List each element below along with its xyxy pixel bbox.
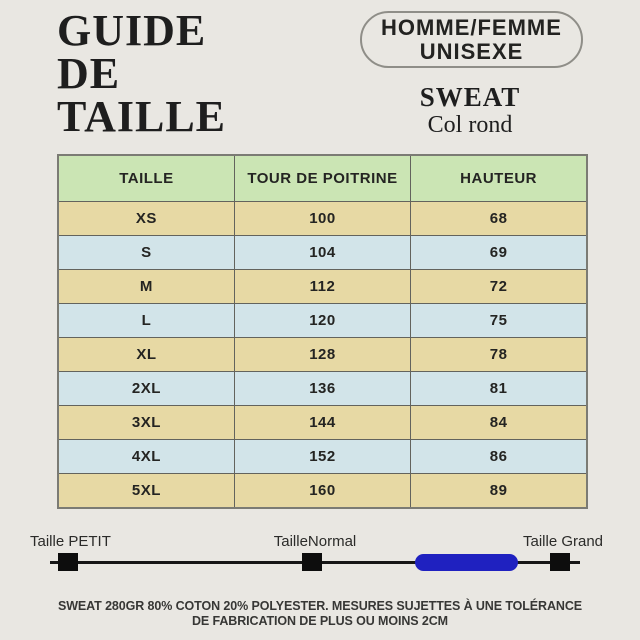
chest-cell: 136 xyxy=(233,371,412,406)
gender-badge: HOMME/FEMME UNISEXE xyxy=(360,11,583,68)
slider-marker-grand xyxy=(550,553,570,571)
size-table-row: 3XL 144 84 xyxy=(57,405,588,440)
page-title: GUIDE DE TAILLE xyxy=(57,6,227,141)
size-table-row: XL 128 78 xyxy=(57,337,588,372)
size-table-row: 4XL 152 86 xyxy=(57,439,588,474)
size-cell: M xyxy=(57,269,235,304)
chest-cell: 152 xyxy=(233,439,412,474)
page-title-line: TAILLE xyxy=(57,92,227,141)
height-cell: 89 xyxy=(410,473,588,509)
size-table-header-row: TAILLE TOUR DE POITRINE HAUTEUR xyxy=(57,154,588,202)
slider-label-petit: Taille PETIT xyxy=(30,533,111,550)
slider-track xyxy=(50,561,580,564)
height-cell: 84 xyxy=(410,405,588,440)
slider-marker-normal xyxy=(302,553,322,571)
column-header-tour-de-poitrine: TOUR DE POITRINE xyxy=(233,154,412,202)
column-header-taille: TAILLE xyxy=(57,154,235,202)
slider-range-pill xyxy=(415,554,518,571)
size-table-row: M 112 72 xyxy=(57,269,588,304)
footer-note: SWEAT 280GR 80% COTON 20% POLYESTER. MES… xyxy=(0,599,640,629)
size-cell: 5XL xyxy=(57,473,235,509)
size-cell: 3XL xyxy=(57,405,235,440)
footer-note-line: SWEAT 280GR 80% COTON 20% POLYESTER. MES… xyxy=(57,599,582,613)
page-title-line: DE xyxy=(57,49,121,98)
footer-note-line: DE FABRICATION DE PLUS OU MOINS 2CM xyxy=(191,614,448,628)
size-table-row: S 104 69 xyxy=(57,235,588,270)
size-cell: XS xyxy=(57,201,235,236)
size-table-row: L 120 75 xyxy=(57,303,588,338)
chest-cell: 128 xyxy=(233,337,412,372)
slider-label-grand: Taille Grand xyxy=(522,533,604,550)
height-cell: 78 xyxy=(410,337,588,372)
height-cell: 72 xyxy=(410,269,588,304)
chest-cell: 144 xyxy=(233,405,412,440)
product-info: SWEAT Col rond xyxy=(350,82,590,139)
slider-label-normal: TailleNormal xyxy=(273,533,357,550)
size-cell: S xyxy=(57,235,235,270)
gender-badge-line: UNISEXE xyxy=(419,38,524,64)
gender-badge-line: HOMME/FEMME xyxy=(381,14,562,40)
height-cell: 86 xyxy=(410,439,588,474)
size-table-body: XS 100 68 S 104 69 M 112 72 L 120 75 XL 128 78 2XL 136 81… xyxy=(57,201,588,509)
slider-marker-petit xyxy=(58,553,78,571)
height-cell: 75 xyxy=(410,303,588,338)
size-cell: 4XL xyxy=(57,439,235,474)
height-cell: 68 xyxy=(410,201,588,236)
size-table-row: XS 100 68 xyxy=(57,201,588,236)
chest-cell: 100 xyxy=(233,201,412,236)
height-cell: 81 xyxy=(410,371,588,406)
page-title-line: GUIDE xyxy=(57,6,207,55)
product-name: SWEAT xyxy=(419,82,521,112)
size-cell: 2XL xyxy=(57,371,235,406)
chest-cell: 104 xyxy=(233,235,412,270)
size-table-row: 2XL 136 81 xyxy=(57,371,588,406)
column-header-hauteur: HAUTEUR xyxy=(410,154,588,202)
chest-cell: 160 xyxy=(233,473,412,509)
chest-cell: 112 xyxy=(233,269,412,304)
size-cell: XL xyxy=(57,337,235,372)
size-table-row: 5XL 160 89 xyxy=(57,473,588,509)
height-cell: 69 xyxy=(410,235,588,270)
size-table: TAILLE TOUR DE POITRINE HAUTEUR XS 100 68 S… xyxy=(57,154,588,509)
product-subtitle: Col rond xyxy=(427,112,513,138)
chest-cell: 120 xyxy=(233,303,412,338)
size-cell: L xyxy=(57,303,235,338)
